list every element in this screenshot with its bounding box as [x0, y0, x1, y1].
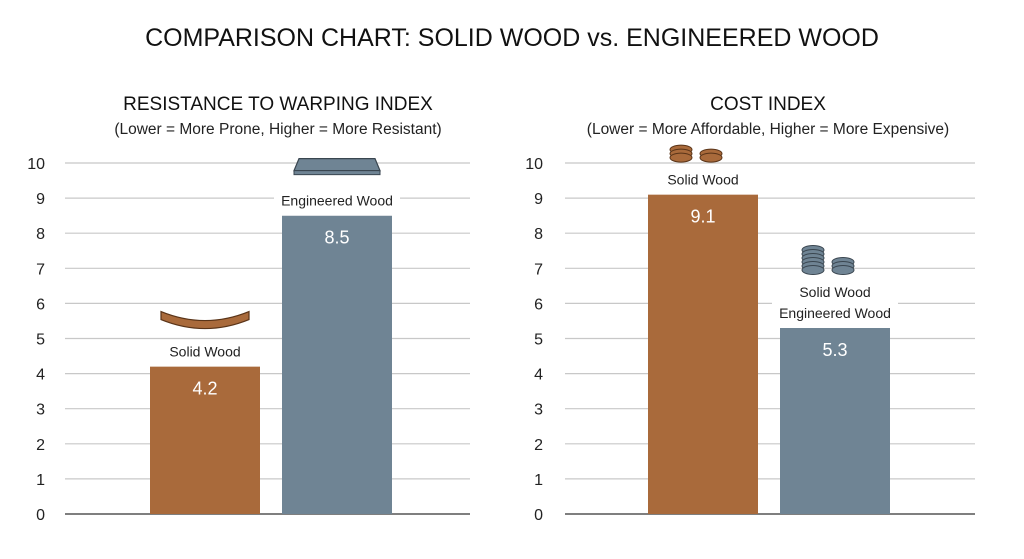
y-tick-label: 7	[534, 261, 543, 278]
y-tick-label: 10	[27, 156, 45, 173]
bar-label-bg	[274, 188, 400, 216]
chart-title: RESISTANCE TO WARPING INDEX	[123, 94, 433, 115]
chart-panel-1: RESISTANCE TO WARPING INDEX (Lower = More…	[27, 94, 470, 524]
coin-stack-icon	[669, 144, 723, 163]
bar-solid-wood	[150, 366, 260, 514]
y-tick-label: 6	[36, 296, 45, 313]
bar-engineered-wood	[282, 215, 392, 514]
bar-category-label: Engineered Wood	[779, 305, 891, 321]
y-tick-label: 3	[36, 402, 45, 419]
y-tick-label: 2	[36, 437, 45, 454]
y-tick-label: 0	[36, 507, 45, 524]
y-tick-label: 8	[36, 226, 45, 243]
bar-label-bg	[772, 279, 898, 328]
chart-panel-2: COST INDEX (Lower = More Affordable, High…	[525, 94, 975, 524]
data-label: 5.3	[822, 340, 847, 360]
data-label: 4.2	[192, 379, 217, 399]
y-tick-label: 3	[534, 402, 543, 419]
bar-category-label: Solid Wood	[667, 172, 738, 188]
chart-title: COST INDEX	[710, 94, 826, 115]
bar-category-label: Engineered Wood	[281, 193, 393, 209]
bar-category-label: Solid Wood	[799, 284, 870, 300]
bar-engineered-wood	[780, 327, 890, 514]
bar-solid-wood	[648, 194, 758, 514]
bar-label-bg	[640, 167, 766, 195]
y-tick-label: 2	[534, 437, 543, 454]
y-tick-label: 4	[534, 367, 543, 384]
y-tick-label: 9	[534, 191, 543, 208]
chart-subtitle: (Lower = More Affordable, Higher = More …	[587, 121, 949, 138]
y-tick-label: 10	[525, 156, 543, 173]
bar-category-label: Solid Wood	[169, 344, 240, 360]
data-label: 9.1	[690, 207, 715, 227]
y-tick-label: 5	[36, 332, 45, 349]
coin-stack-icon	[801, 244, 855, 275]
main-title: COMPARISON CHART: SOLID WOOD vs. ENGINEE…	[145, 24, 879, 52]
y-tick-label: 6	[534, 296, 543, 313]
chart-subtitle: (Lower = More Prone, Higher = More Resis…	[114, 121, 441, 138]
y-tick-label: 1	[534, 472, 543, 489]
y-tick-label: 5	[534, 332, 543, 349]
flat-plank-icon	[293, 158, 381, 176]
data-label: 8.5	[324, 228, 349, 248]
bar-label-bg	[142, 339, 268, 367]
warped-plank-icon	[160, 310, 250, 330]
y-tick-label: 0	[534, 507, 543, 524]
y-tick-label: 4	[36, 367, 45, 384]
y-tick-label: 7	[36, 261, 45, 278]
y-tick-label: 1	[36, 472, 45, 489]
y-tick-label: 8	[534, 226, 543, 243]
y-tick-label: 9	[36, 191, 45, 208]
